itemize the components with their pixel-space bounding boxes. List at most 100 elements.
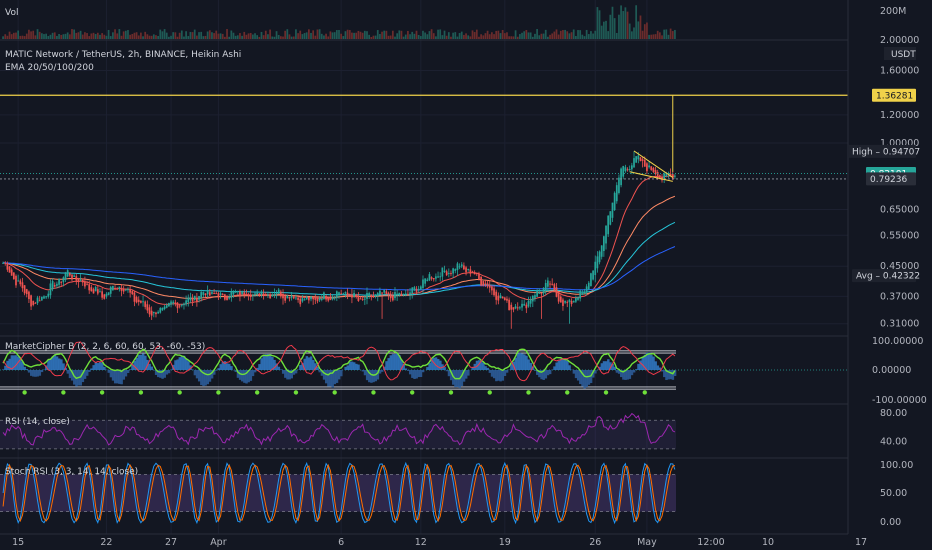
candle-body — [368, 293, 371, 296]
volume-bar — [295, 29, 297, 39]
cipher-wave-bar — [553, 366, 556, 370]
cipher-wave-bar — [658, 367, 662, 370]
volume-bar — [36, 29, 39, 39]
volume-bar — [219, 33, 222, 39]
candle-body — [437, 276, 439, 278]
candle-body — [648, 165, 650, 168]
cipher-wave-bar — [559, 358, 563, 370]
cipher-dot — [22, 390, 27, 395]
cipher-wave-bar — [536, 370, 539, 375]
candle-body — [51, 281, 54, 290]
volume-bar — [38, 31, 41, 39]
volume-bar — [391, 30, 394, 39]
candle-body — [658, 175, 661, 179]
volume-bar — [441, 35, 444, 39]
cipher-wave-bar — [628, 370, 632, 379]
volume-bar — [226, 29, 228, 39]
volume-bar — [34, 35, 37, 39]
candle-body — [596, 256, 599, 269]
volume-bar — [234, 35, 237, 39]
grid-lines — [0, 0, 848, 534]
volume-bar — [359, 31, 362, 39]
cipher-wave-bar — [564, 359, 567, 370]
cipher-wave-bar — [492, 370, 496, 379]
cipher-wave-bar — [210, 370, 214, 379]
wedge-lower-line[interactable] — [629, 171, 673, 182]
candle-body — [316, 299, 319, 302]
candle-body — [633, 158, 635, 168]
cipher-wave-bar — [288, 370, 291, 380]
candle-body — [23, 285, 26, 294]
cipher-wave-bar — [307, 357, 311, 370]
candle-body — [176, 302, 179, 309]
candle-body — [295, 297, 297, 299]
candle-body — [456, 263, 459, 270]
candle-body — [549, 283, 551, 285]
time-axis[interactable]: 15 22 27 Apr 6 12 19 26 May 12:00 10 17 — [12, 537, 867, 548]
cipher-wave-bar — [94, 362, 98, 370]
volume-bar — [189, 31, 192, 39]
cipher-wave-bar — [331, 370, 334, 388]
volume-bar — [501, 30, 504, 39]
volume-bar — [107, 29, 110, 39]
volume-bar — [630, 31, 633, 39]
volume-bar — [178, 32, 181, 39]
volume-bar — [245, 34, 248, 39]
volume-bar — [618, 14, 620, 39]
cipher-wave-bar — [426, 367, 429, 370]
cipher-wave-bar — [464, 370, 468, 379]
volume-bar — [66, 32, 69, 39]
cipher-wave-bar — [122, 370, 126, 380]
volume-bar — [652, 34, 655, 39]
cipher-wave-bar — [611, 363, 614, 370]
wedge-upper-line[interactable] — [633, 150, 674, 178]
candle-body — [585, 286, 588, 293]
volume-bar — [342, 36, 345, 39]
volume-bar — [271, 36, 274, 39]
candle-body — [213, 292, 215, 294]
cipher-wave-bar — [238, 370, 242, 380]
cipher-wave-bar — [51, 356, 54, 370]
candle-body — [269, 294, 271, 299]
cipher-wave-bar — [527, 359, 530, 370]
cipher-wave-bar — [529, 362, 533, 370]
cipher-wave-bar — [68, 370, 72, 379]
volume-bar — [305, 32, 308, 39]
candle-body — [650, 166, 653, 170]
cipher-wave-bar — [673, 370, 677, 377]
cipher-wave-bar — [632, 370, 636, 373]
candle-body — [49, 283, 52, 296]
candle-body — [118, 286, 121, 289]
volume-bar — [531, 36, 534, 39]
cipher-wave-bar — [208, 370, 212, 382]
volume-bar — [568, 33, 571, 39]
volume-bar — [152, 34, 155, 39]
volume-bar — [116, 33, 119, 39]
cipher-wave-bar — [361, 370, 365, 372]
cipher-wave-bar — [34, 370, 37, 377]
candle-body — [137, 299, 140, 303]
volume-bar — [185, 31, 187, 39]
candle-body — [241, 291, 243, 294]
cipher-wave-bar — [107, 370, 110, 373]
cipher-wave-bar — [180, 356, 184, 370]
cipher-wave-bar — [101, 362, 104, 370]
cipher-wave-bar — [195, 370, 199, 379]
volume-bar — [613, 18, 616, 39]
wedge-drawing[interactable] — [629, 150, 674, 182]
price-axis[interactable]: 1.60000 1.20000 1.00000 0.65000 0.55000 0.450… — [872, 66, 927, 528]
candle-body — [307, 298, 310, 301]
candle-body — [357, 295, 360, 301]
cipher-tick-label: 100.00000 — [872, 336, 923, 347]
cipher-dot — [565, 390, 570, 395]
cipher-wave-bar — [165, 370, 169, 375]
volume-bar — [389, 35, 392, 39]
volume-bar — [460, 31, 463, 39]
currency-badge[interactable] — [884, 47, 916, 60]
cipher-wave-bar — [73, 370, 76, 385]
candle-body — [372, 295, 375, 298]
candle-body — [38, 300, 41, 302]
time-tick-label: 12:00 — [697, 537, 724, 548]
volume-bar — [592, 33, 594, 39]
